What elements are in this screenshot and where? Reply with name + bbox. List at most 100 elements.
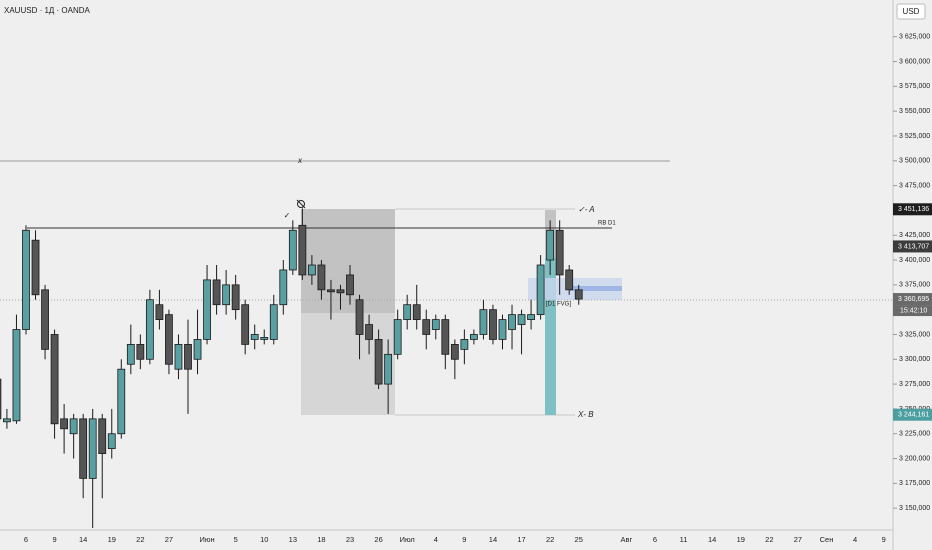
candle-body [193,339,202,360]
y-tick-label: 3 375,000 [899,282,930,289]
symbol-title: XAUUSD · 1Д · OANDA [4,6,91,15]
candle-body [355,299,364,335]
x-tick-label: 9 [462,535,466,544]
x-tick-label: Июл [400,535,415,544]
price-marker-label: 3 244,161 [898,412,929,419]
y-tick-label: 3 150,000 [899,505,930,512]
candle-body [574,289,583,300]
candle-body [346,274,354,296]
y-tick-label: 3 325,000 [899,331,930,338]
candle-body [508,314,516,330]
y-tick-label: 3 400,000 [899,257,930,264]
candle-body [517,314,526,325]
currency-button[interactable] [896,3,926,20]
candle-body [107,433,116,450]
y-tick-label: 3 575,000 [899,83,930,90]
price-marker [893,203,932,216]
candle-body [117,368,126,435]
price-marker [893,408,932,421]
currency-label[interactable]: USD [903,7,920,16]
x-tick-label: 14 [79,535,87,544]
x-tick-label: Сен [820,535,834,544]
x-tick-label: 13 [289,535,297,544]
candle-body [365,324,373,340]
candle-body [250,334,259,340]
candle-body [98,418,107,454]
candle-body [136,344,145,360]
y-tick-label: 3 500,000 [899,158,930,165]
annotation: RB D1 [598,221,616,227]
y-tick-label: 3 550,000 [899,108,930,115]
x-tick-label: 6 [24,535,28,544]
candle-body [50,334,59,425]
candle-body [307,264,316,276]
candle-body [441,319,450,355]
x-tick-label: 22 [765,535,773,544]
candle-body [260,337,269,340]
x-tick-label: 17 [517,535,525,544]
candle-body [155,304,164,320]
hide-icon-slash [296,199,306,209]
candle-body [327,289,335,293]
candle-body [41,289,49,350]
candle-body [536,264,545,316]
candle-body [288,229,297,271]
x-tick-label: 5 [234,535,238,544]
hide-icon[interactable] [297,200,305,208]
x-tick-label: 9 [882,535,886,544]
candle-body [3,418,11,423]
candle-body [165,314,173,365]
x-tick-label: 22 [546,535,554,544]
y-tick-label: 3 225,000 [899,431,930,438]
candle-body [241,304,250,345]
x-tick-label: Авг [621,535,633,544]
candle-body [184,344,192,370]
candle-body [565,269,574,291]
x-tick-label: 19 [108,535,116,544]
candle-body [412,304,421,320]
candle-body [374,339,383,385]
price-marker-label: 3 413,707 [898,243,929,250]
x-tick-label: 25 [575,535,583,544]
candle-body [460,339,469,350]
price-axis [893,0,932,550]
x-tick-label: 14 [708,535,716,544]
x-tick-label: Июн [199,535,214,544]
candle-body [431,319,440,330]
annotation: [D1 FVG] [546,302,571,308]
x-tick-label: 27 [794,535,802,544]
candle-body [422,319,431,335]
annotation: ✓ [284,211,291,220]
candles [0,208,583,529]
candle-body [145,299,154,360]
x-tick-label: 6 [653,535,657,544]
x-tick-label: 22 [136,535,144,544]
y-tick-label: 3 275,000 [899,381,930,388]
candle-body [231,284,240,311]
candle-body [393,319,402,355]
candle-body [555,229,564,276]
candle-body [12,329,21,422]
y-tick-label: 3 525,000 [899,133,930,140]
candle-body [69,418,78,435]
candle-body [31,239,40,296]
x-tick-label: 14 [489,535,497,544]
candle-body [279,269,288,306]
countdown: 15:42:10 [900,307,927,314]
candle-body [469,334,478,340]
price-marker [893,240,932,253]
candle-body [489,309,497,340]
range-box-upper [301,209,395,313]
candle-body [317,264,326,291]
candle-body [0,378,2,420]
countdown-box [893,305,932,317]
candle-body [479,309,488,335]
y-tick-label: 3 175,000 [899,480,930,487]
fvg-zone-core [570,286,622,291]
y-tick-label: 3 625,000 [899,34,930,41]
annotation: X- B [577,410,594,419]
